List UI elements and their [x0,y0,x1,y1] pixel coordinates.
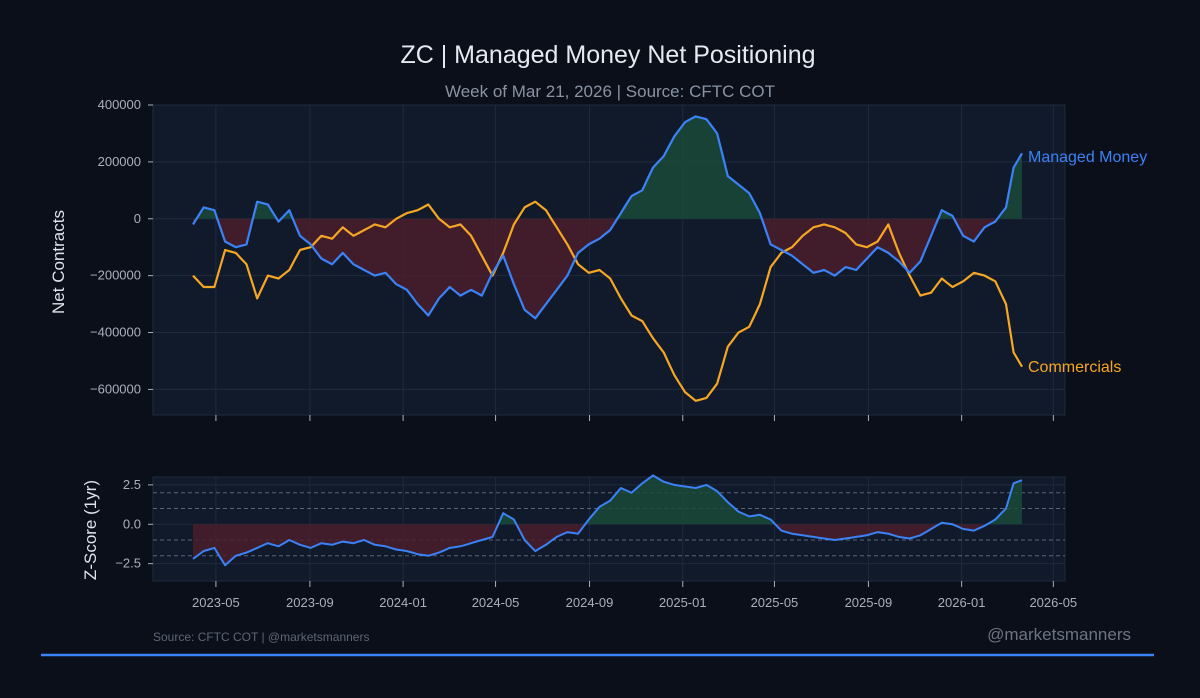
top-panel-lines [192,115,1023,402]
bottom-xtick-label-0: 2023-05 [192,595,240,610]
chart-subtitle: Week of Mar 21, 2026 | Source: CFTC COT [445,82,775,101]
bottom-xtick-label-5: 2025-01 [659,595,707,610]
managed-money-fill-positive-area-3 [252,201,277,219]
footer-handle: @marketsmanners [987,625,1131,644]
commercials-line [192,200,1023,402]
top-ytick-label-3: −200000 [90,268,141,283]
z-score-line [192,474,1023,567]
z-score-fill-negative-area-6 [952,524,988,531]
bottom-xtick-label-7: 2025-09 [845,595,893,610]
bottom-panel-lines [192,474,1023,567]
bottom-panel: 2.50.0−2.5 2023-05 2023-09 2024-01 2024-05 2… [81,474,1077,610]
top-ytick-label-0: 400000 [98,97,141,112]
top-ytick-label-1: 200000 [98,154,141,169]
managed-money-fill-positive-area-11 [997,153,1022,219]
top-panel-y-ticks: 400000 200000 0 −200000 −400000 −600000 [90,97,153,396]
footer-source: Source: CFTC COT | @marketsmanners [153,630,369,644]
top-panel-background [152,104,1066,416]
top-panel-fill [193,116,1022,319]
z-score-fill-positive-area-3 [585,475,776,525]
top-ytick-label-2: 0 [134,211,141,226]
z-score-fill-negative-area-0 [193,524,499,566]
bottom-panel-x-ticks: 2023-05 2023-09 2024-01 2024-05 2024-09 2025-… [192,581,1077,610]
z-score-fill-negative-area-2 [516,524,586,552]
commercials-label: Commercials [1028,359,1121,376]
chart-title: ZC | Managed Money Net Positioning [400,41,815,69]
bottom-xtick-label-8: 2026-01 [938,595,986,610]
z-score-fill-positive-area-7 [987,480,1022,525]
top-ytick-label-5: −600000 [90,381,141,396]
bottom-xtick-label-3: 2024-05 [472,595,520,610]
managed-money-fill-negative-area-6 [292,218,618,319]
top-panel-x-ticks [215,415,1054,421]
top-panel: 400000 200000 0 −200000 −400000 −600000 Manag… [49,97,1147,421]
bottom-xtick-label-9: 2026-05 [1029,595,1077,610]
top-ytick-label-4: −400000 [90,325,141,340]
managed-money-fill-positive-area-9 [938,210,954,219]
bottom-panel-y-ticks: 2.5 0.0 −2.5 [115,477,153,571]
bottom-xtick-label-2: 2024-01 [379,595,427,610]
bottom-ytick-label-0: 2.5 [123,477,141,492]
managed-money-fill-positive-area-7 [617,116,762,219]
top-y-axis-title: Net Contracts [49,210,68,314]
bottom-ytick-label-1: 0.0 [123,516,141,531]
bottom-xtick-label-4: 2024-09 [566,595,614,610]
managed-money-line [192,115,1023,320]
bottom-y-axis-title: Z-Score (1yr) [81,480,100,580]
bottom-panel-fill [193,475,1022,566]
bottom-ytick-label-2: −2.5 [115,556,141,571]
bottom-xtick-label-1: 2023-09 [286,595,334,610]
managed-money-label: Managed Money [1028,149,1147,166]
managed-money-fill-negative-area-2 [217,218,253,248]
bottom-xtick-label-6: 2025-05 [751,595,799,610]
